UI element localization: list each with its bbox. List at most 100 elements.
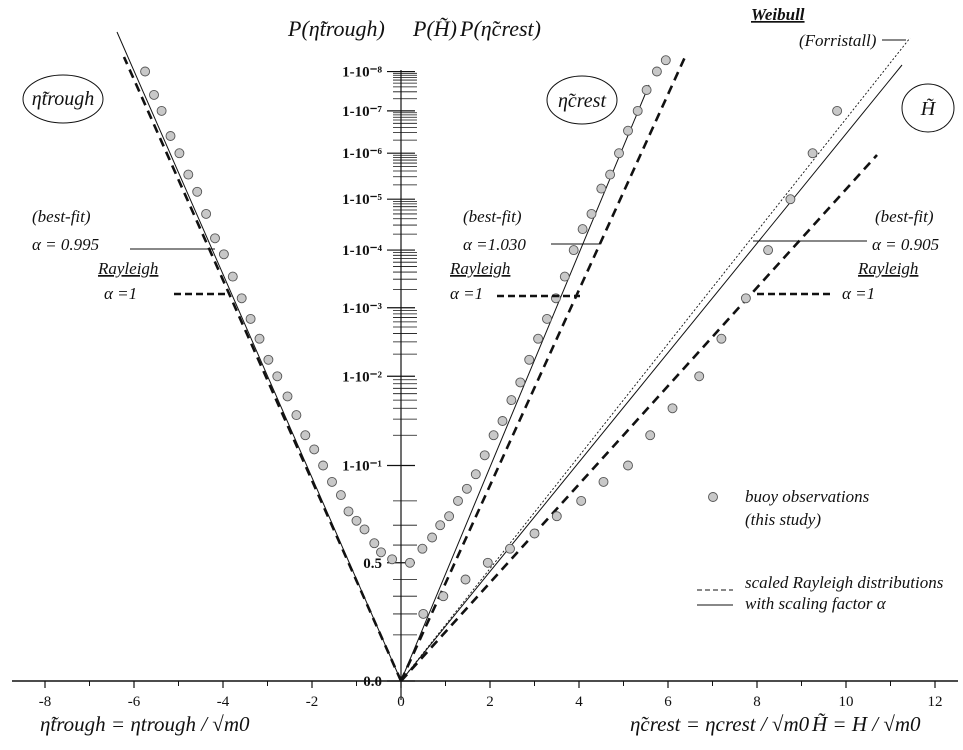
points-trough xyxy=(140,66,398,565)
data-point xyxy=(254,333,265,344)
data-point xyxy=(551,511,562,522)
panel-label-trough: η̃trough xyxy=(22,74,104,124)
data-point xyxy=(605,169,616,180)
data-point xyxy=(542,313,552,324)
data-point xyxy=(577,224,588,235)
data-point xyxy=(272,371,283,382)
data-point xyxy=(387,554,398,565)
panel-label-height: H̃ xyxy=(901,83,955,133)
svg-text:buoy observations: buoy observations xyxy=(745,487,870,506)
data-point xyxy=(623,125,633,136)
data-point xyxy=(614,148,624,159)
data-point xyxy=(192,186,203,197)
data-point xyxy=(318,460,329,471)
data-point xyxy=(807,148,818,159)
y-ticks: 0.0 0.5 1-10⁻¹ 1-10⁻² 1-10⁻³ 1-10⁻⁴ 1-10⁻⁵ 1-10… xyxy=(342,65,415,690)
x-tick-label: -6 xyxy=(128,694,141,710)
data-point xyxy=(376,547,386,558)
top-label-trough: P(η̃trough) xyxy=(287,16,385,41)
data-point xyxy=(460,574,471,585)
data-point xyxy=(245,313,256,324)
data-point xyxy=(641,85,652,95)
legend-marker-observations xyxy=(708,492,718,502)
x-label-trough: η̃trough = ηtrough / √m0 xyxy=(40,712,250,736)
data-point xyxy=(444,511,455,522)
data-point xyxy=(694,371,705,382)
data-point xyxy=(645,430,656,441)
data-point xyxy=(309,444,320,455)
data-point xyxy=(586,208,597,219)
panel-label-crest: η̃crest xyxy=(546,75,618,125)
data-point xyxy=(529,528,540,539)
data-point xyxy=(343,506,354,517)
svg-text:Rayleigh: Rayleigh xyxy=(449,259,510,278)
svg-text:(best-fit): (best-fit) xyxy=(463,207,522,226)
data-point xyxy=(651,66,662,77)
trough-bestfit-line xyxy=(116,31,402,682)
data-point xyxy=(506,395,517,406)
data-point xyxy=(660,55,671,66)
data-point xyxy=(236,293,247,304)
data-point xyxy=(435,520,446,531)
data-point xyxy=(568,245,579,256)
data-point xyxy=(632,105,643,116)
x-tick-label: -4 xyxy=(217,694,230,710)
y-tick-label: 1-10⁻¹ xyxy=(342,459,382,475)
data-point xyxy=(470,469,481,480)
y-tick-label: 0.5 xyxy=(363,556,382,572)
x-tick-label: 2 xyxy=(486,694,494,710)
data-point xyxy=(427,532,438,543)
top-label-height: P(H̃) xyxy=(412,16,457,41)
data-point xyxy=(667,403,678,414)
svg-text:H̃: H̃ xyxy=(920,97,937,120)
x-label-crest: η̃crest = ηcrest / √m0 xyxy=(630,712,810,736)
y-tick-label: 1-10⁻² xyxy=(342,369,382,385)
y-tick-label: 0.0 xyxy=(363,674,382,690)
data-point xyxy=(282,391,293,402)
data-point xyxy=(417,543,428,554)
data-point xyxy=(149,89,159,100)
data-point xyxy=(174,148,185,159)
height-annotations: (best-fit) α = 0.905 Rayleigh α =1 Weibu… xyxy=(751,5,939,303)
svg-text:(Forristall): (Forristall) xyxy=(799,31,877,50)
data-point xyxy=(327,476,337,487)
height-bestfit-line xyxy=(400,64,903,682)
data-point xyxy=(598,476,609,487)
x-tick-label: 8 xyxy=(753,694,761,710)
data-point xyxy=(763,245,774,256)
data-point xyxy=(227,271,238,282)
y-tick-label: 1-10⁻⁴ xyxy=(342,243,382,259)
x-label-height: H̃ = H / √m0 xyxy=(811,712,921,736)
svg-text:α =1: α =1 xyxy=(104,284,137,303)
crest-annotations: (best-fit) α =1.030 Rayleigh α =1 xyxy=(449,207,600,303)
x-tick-label: 6 xyxy=(664,694,672,710)
data-point xyxy=(479,450,490,461)
trough-annotations: (best-fit) α = 0.995 Rayleigh α =1 xyxy=(32,207,226,303)
svg-text:(this study): (this study) xyxy=(745,510,821,529)
data-point xyxy=(497,416,508,426)
data-point xyxy=(140,66,151,77)
data-point xyxy=(291,410,302,421)
data-point xyxy=(210,233,220,244)
data-point xyxy=(596,183,607,194)
top-label-crest: P(η̃crest) xyxy=(459,16,541,41)
data-point xyxy=(832,105,843,116)
y-tick-label: 1-10⁻⁷ xyxy=(342,104,382,120)
data-point xyxy=(201,208,212,219)
height-weibull-line xyxy=(400,37,911,682)
data-point xyxy=(576,495,587,506)
x-tick-label: -2 xyxy=(306,694,319,710)
x-ticks: -8 -6 -4 -2 0 2 4 6 8 10 12 xyxy=(39,681,943,710)
x-tick-label: 10 xyxy=(839,694,854,710)
data-point xyxy=(453,495,463,506)
x-tick-label: 4 xyxy=(575,694,583,710)
data-point xyxy=(623,460,633,471)
y-tick-label: 1-10⁻⁶ xyxy=(342,146,382,162)
data-point xyxy=(533,333,544,344)
svg-text:α =1: α =1 xyxy=(450,284,483,303)
data-point xyxy=(524,354,535,365)
data-point xyxy=(156,105,167,116)
svg-text:α = 0.905: α = 0.905 xyxy=(872,235,939,254)
data-point xyxy=(183,169,194,180)
